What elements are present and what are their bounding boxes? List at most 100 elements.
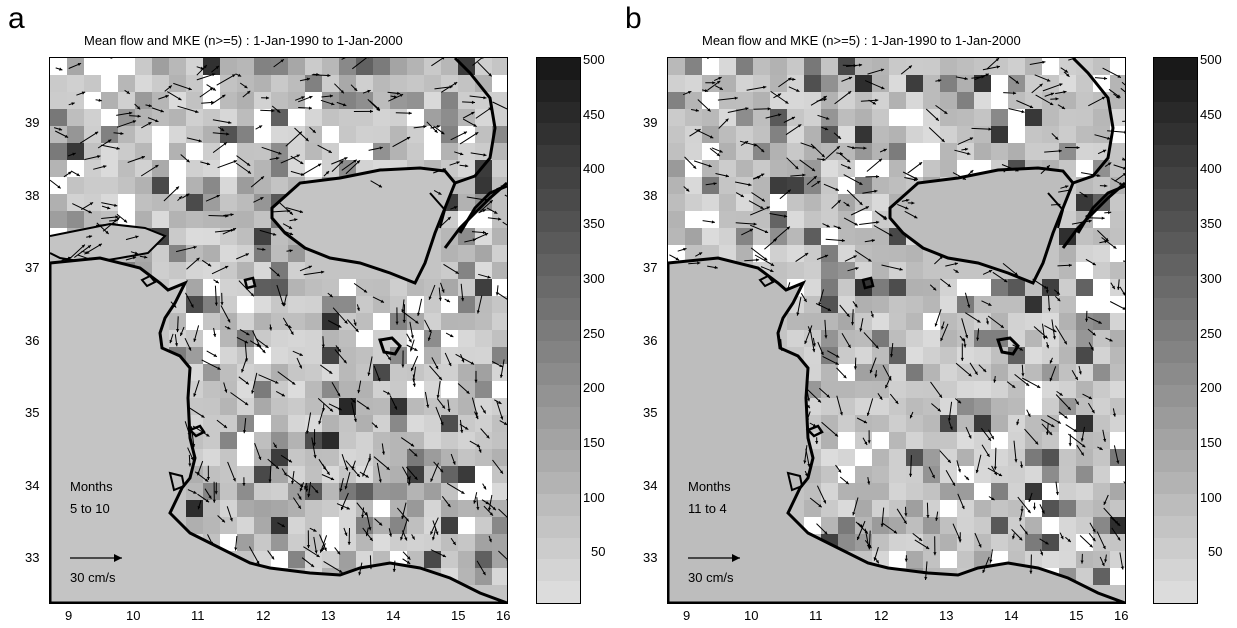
flow-arrow-head xyxy=(275,465,279,469)
mke-cell xyxy=(288,330,305,347)
mke-cell xyxy=(940,58,957,75)
panel-b-scale-label: 30 cm/s xyxy=(688,570,734,585)
flow-arrow-head xyxy=(474,379,478,383)
x-tick-label: 11 xyxy=(809,608,823,623)
mke-cell xyxy=(50,126,67,143)
flow-arrow xyxy=(492,101,507,110)
flow-arrow-head xyxy=(914,215,918,219)
flow-arrow-head xyxy=(824,127,829,131)
flow-arrow-head xyxy=(1029,570,1033,574)
flow-arrow xyxy=(994,447,997,470)
flow-arrow-head xyxy=(262,349,266,353)
flow-arrow-head xyxy=(483,486,487,490)
x-tick-label: 14 xyxy=(386,608,401,623)
mke-cell xyxy=(719,92,736,109)
mke-cell xyxy=(237,364,254,381)
flow-arrow xyxy=(201,359,221,371)
mke-cell xyxy=(390,58,407,75)
mke-cell xyxy=(940,551,957,568)
mke-cell xyxy=(821,483,838,500)
flow-arrow-head xyxy=(1019,347,1023,351)
mke-cell xyxy=(838,313,855,330)
mke-cell xyxy=(702,211,719,228)
flow-arrow xyxy=(785,123,802,136)
mke-cell xyxy=(186,160,203,177)
mke-cell xyxy=(1093,245,1110,262)
flow-arrow xyxy=(311,74,331,77)
flow-arrow xyxy=(856,520,866,541)
mke-cell xyxy=(390,398,407,415)
colorbar-band xyxy=(1154,210,1197,234)
flow-arrow-head xyxy=(714,265,718,269)
flow-arrow xyxy=(140,164,159,177)
flow-arrow-head xyxy=(1120,566,1124,570)
colorbar-band xyxy=(1154,385,1197,408)
mke-cell xyxy=(135,109,152,126)
flow-arrow-head xyxy=(401,364,405,368)
flow-arrow xyxy=(323,560,343,574)
mke-cell xyxy=(424,143,441,160)
mke-cell xyxy=(152,211,169,228)
flow-arrow-head xyxy=(1117,94,1121,98)
mke-cell xyxy=(991,126,1008,143)
mke-cell xyxy=(390,432,407,449)
flow-arrow-head xyxy=(1046,344,1050,349)
mke-cell xyxy=(855,262,872,279)
flow-arrow-head xyxy=(495,292,499,296)
mke-cell xyxy=(424,551,441,568)
flow-arrow xyxy=(821,421,839,437)
flow-arrow-head xyxy=(212,499,216,503)
flow-arrow-head xyxy=(120,131,124,136)
mke-cell xyxy=(220,313,237,330)
mke-cell xyxy=(923,432,940,449)
flow-arrow xyxy=(351,58,368,70)
flow-arrow-head xyxy=(1092,528,1096,533)
mke-cell xyxy=(1093,500,1110,517)
mke-cell xyxy=(889,330,906,347)
mke-cell xyxy=(1110,347,1125,364)
mke-cell xyxy=(974,58,991,75)
mke-cell xyxy=(441,330,458,347)
mke-cell xyxy=(169,92,186,109)
mke-cell xyxy=(889,415,906,432)
mke-cell xyxy=(821,279,838,296)
mke-cell xyxy=(770,211,787,228)
mke-cell xyxy=(203,381,220,398)
mke-cell xyxy=(974,296,991,313)
mke-cell xyxy=(923,160,940,177)
colorbar-band xyxy=(1154,297,1197,321)
flow-arrow-head xyxy=(786,287,790,291)
mke-cell xyxy=(923,126,940,143)
mke-cell xyxy=(991,75,1008,92)
flow-arrow-head xyxy=(1021,110,1025,114)
flow-arrow-head xyxy=(1000,324,1004,328)
mke-cell xyxy=(186,58,203,75)
mke-cell xyxy=(50,211,67,228)
colorbar-tick-label: 450 xyxy=(1200,106,1222,122)
flow-arrow-head xyxy=(1104,559,1108,563)
mke-cell xyxy=(356,347,373,364)
colorbar-tick-label: 300 xyxy=(583,270,605,286)
mke-cell xyxy=(492,313,507,330)
flow-arrow-head xyxy=(195,110,199,114)
flow-arrow-head xyxy=(698,252,703,256)
flow-arrow-head xyxy=(889,233,893,237)
flow-arrow-head xyxy=(970,170,974,174)
flow-arrow-head xyxy=(964,77,968,81)
mke-cell xyxy=(974,415,991,432)
flow-arrow-head xyxy=(695,108,699,112)
mke-cell xyxy=(940,398,957,415)
flow-arrow xyxy=(177,105,199,113)
mke-cell xyxy=(220,228,237,245)
flow-arrow xyxy=(843,174,863,186)
colorbar-band xyxy=(1154,581,1197,603)
mke-cell xyxy=(838,347,855,364)
mke-cell xyxy=(1025,313,1042,330)
flow-arrow-head xyxy=(135,235,139,239)
flow-arrow-head xyxy=(499,470,503,474)
mke-cell xyxy=(787,330,804,347)
mke-cell xyxy=(373,75,390,92)
mke-cell xyxy=(254,398,271,415)
mke-cell xyxy=(855,143,872,160)
mke-cell xyxy=(1042,534,1059,551)
